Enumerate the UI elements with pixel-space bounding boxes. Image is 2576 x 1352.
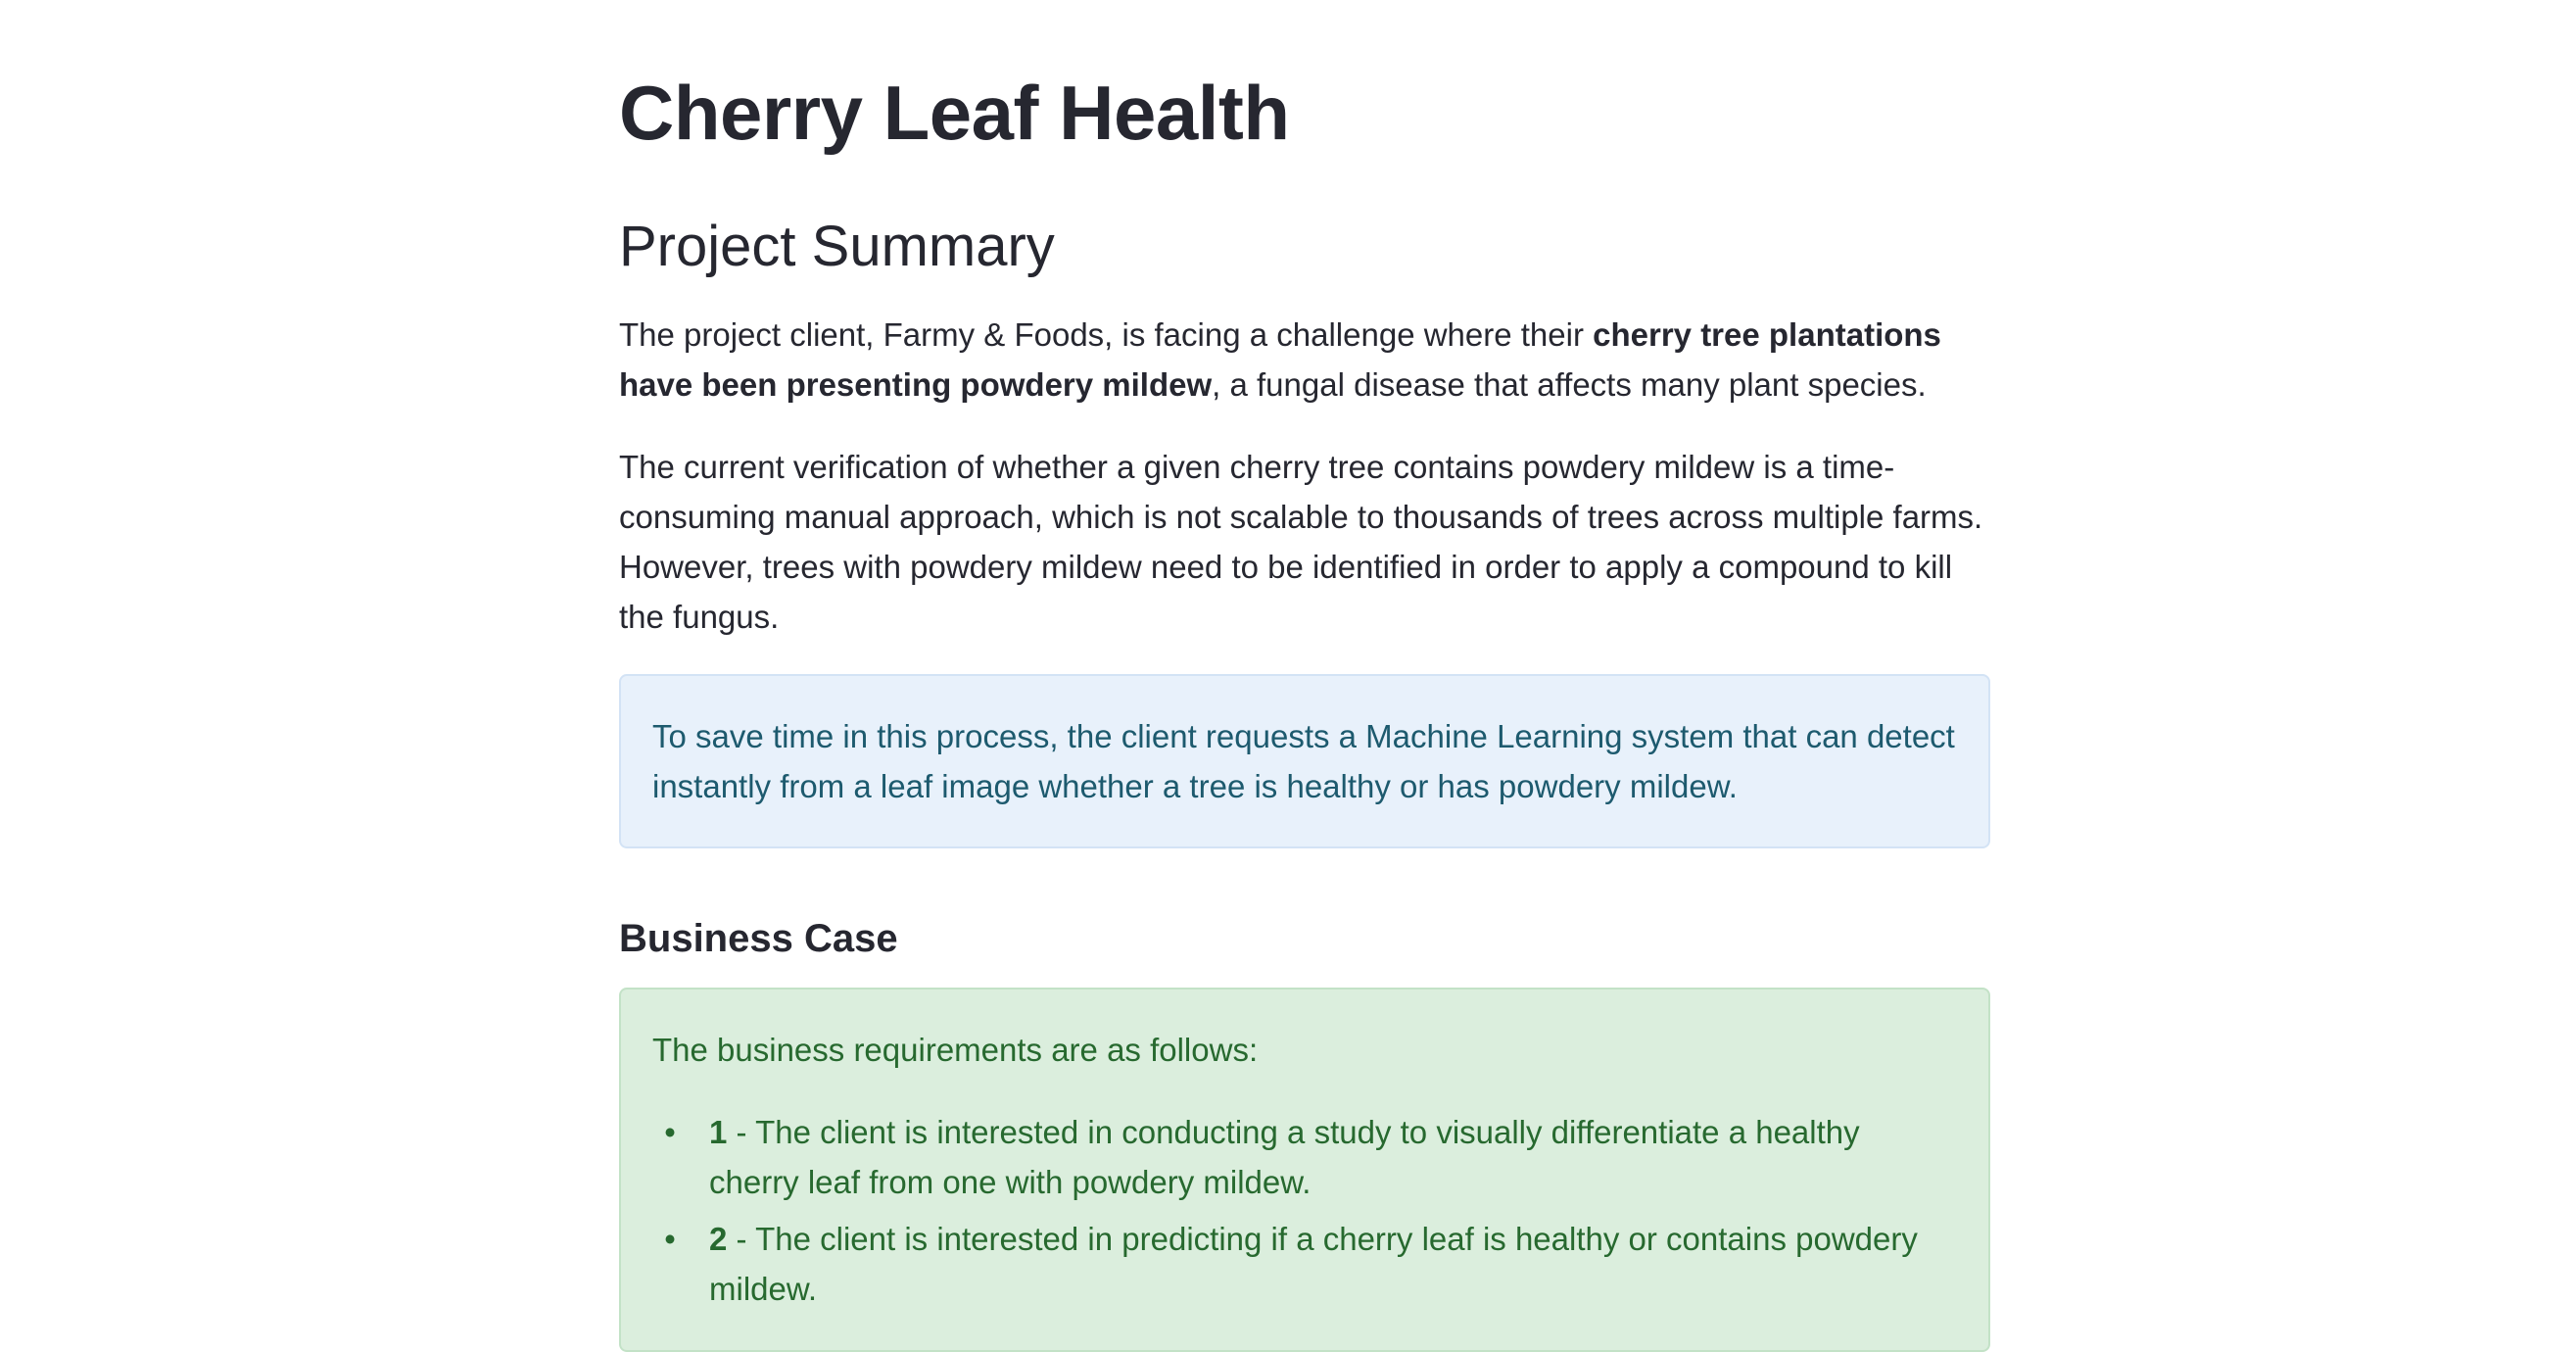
project-summary-paragraph-1: The project client, Farmy & Foods, is fa… (619, 310, 1990, 410)
paragraph-1-bold-text: cherry tree plantations have been presen… (619, 316, 1941, 403)
paragraph-1-text-start: The project client, Farmy & Foods, is fa… (619, 316, 1594, 353)
requirement-text: - The client is interested in predicting… (709, 1221, 1918, 1307)
business-requirements-intro: The business requirements are as follows… (652, 1032, 1259, 1068)
bullet-icon: • (664, 1221, 676, 1257)
business-requirements-callout: The business requirements are as follows… (619, 988, 1990, 1352)
list-item: • 2 - The client is interested in predic… (664, 1214, 1957, 1314)
project-summary-paragraph-2: The current verification of whether a gi… (619, 449, 1983, 635)
main-content: Cherry Leaf Health Project Summary The p… (619, 59, 1990, 1352)
info-callout-text: To save time in this process, the client… (652, 718, 1955, 804)
bullet-icon: • (664, 1114, 676, 1150)
page-title: Cherry Leaf Health (619, 70, 1290, 156)
requirement-number: 1 (709, 1114, 728, 1150)
business-requirements-list: • 1 - The client is interested in conduc… (652, 1107, 1957, 1314)
info-callout: To save time in this process, the client… (619, 674, 1990, 848)
business-case-heading: Business Case (619, 917, 898, 960)
requirement-text: - The client is interested in conducting… (709, 1114, 1860, 1200)
project-summary-heading: Project Summary (619, 215, 1055, 278)
requirement-number: 2 (709, 1221, 728, 1257)
list-item: • 1 - The client is interested in conduc… (664, 1107, 1957, 1207)
paragraph-1-text-end: , a fungal disease that affects many pla… (1212, 366, 1927, 403)
